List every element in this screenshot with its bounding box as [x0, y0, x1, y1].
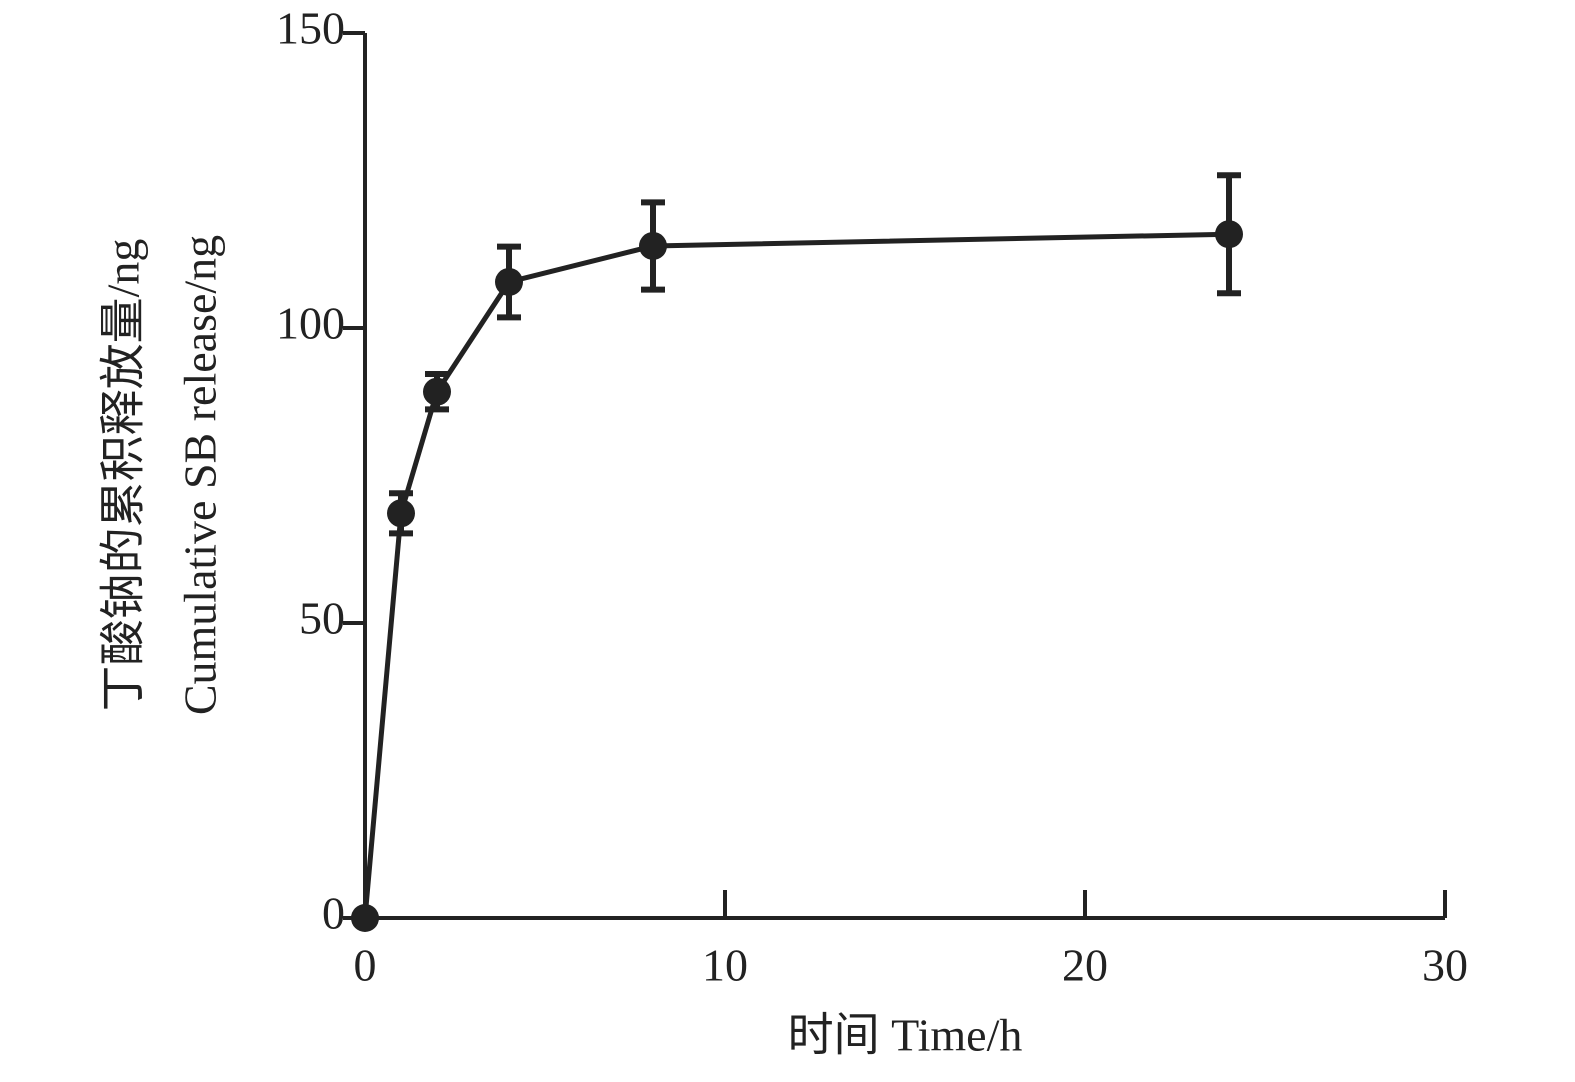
- point: [639, 231, 667, 260]
- y-tick-label: 0: [322, 888, 345, 939]
- y-tick-label: 150: [276, 3, 345, 54]
- line: [362, 231, 1230, 919]
- x-axis-label: 时间 Time/h: [788, 1010, 1023, 1061]
- x-tick-label: 20: [1062, 940, 1108, 991]
- y-tick-label: 100: [276, 298, 345, 349]
- x-tick-label: 0: [354, 940, 377, 991]
- point: [1215, 220, 1243, 249]
- y-axis-label: 丁酸钠的累积释放量/ng: [98, 239, 149, 712]
- y-tick-label: 50: [299, 593, 345, 644]
- point: [423, 377, 451, 406]
- point: [495, 267, 523, 296]
- point: [387, 499, 415, 528]
- point: [351, 904, 379, 932]
- x-tick-label: 10: [702, 940, 748, 991]
- x-tick-label: 30: [1422, 940, 1468, 991]
- y-axis-label: Cumulative SB release/ng: [175, 235, 226, 715]
